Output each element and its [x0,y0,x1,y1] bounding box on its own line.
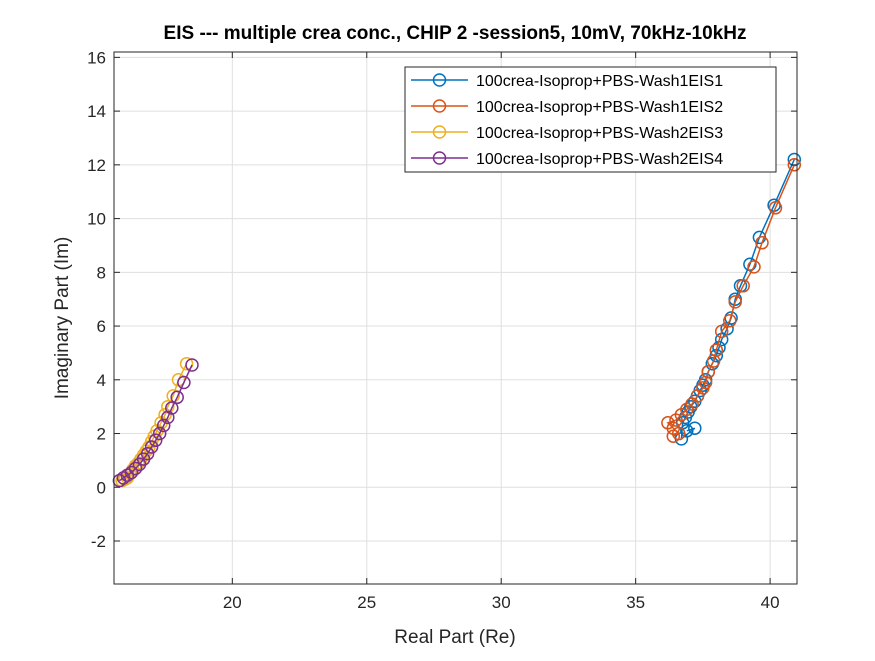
data-point [185,358,199,372]
y-tick-label: 14 [87,102,106,121]
data-point [177,375,191,390]
y-tick-label: 6 [97,317,106,336]
axis-ticks: 20 25 30 35 40 -2 0 2 4 6 8 10 12 14 16 [87,48,797,612]
y-tick-label: 2 [97,425,106,444]
data-point [723,313,737,328]
plot-frame [113,51,798,585]
chart-title: EIS --- multiple crea conc., CHIP 2 -ses… [164,23,747,44]
legend-marker [432,99,447,113]
data-point [714,324,729,339]
data-point [156,418,171,433]
data-point [680,424,694,438]
y-tick-label: -2 [91,532,106,551]
legend-label: 100crea-Isoprop+PBS-Wash2EIS4 [476,151,723,168]
legend: 100crea-Isoprop+PBS-Wash1EIS1 100crea-Iso… [404,66,777,173]
y-axis-label: Imaginary Part (Im) [52,237,73,400]
legend-item: 100crea-Isoprop+PBS-Wash2EIS4 [411,151,723,168]
data-point [688,421,702,435]
y-tick-label: 8 [97,263,106,282]
data-point [170,390,184,405]
y-tick-label: 0 [97,478,106,497]
data-point [128,461,143,476]
data-point [148,433,163,448]
data-point [706,354,721,368]
legend-label: 100crea-Isoprop+PBS-Wash1EIS1 [476,73,723,90]
data-point [666,429,681,443]
legend-box [404,66,777,173]
x-tick-label: 35 [626,593,645,612]
series-line [118,364,193,482]
legend-items: 100crea-Isoprop+PBS-Wash1EIS1 100crea-Iso… [411,73,723,168]
data-point [747,260,761,274]
data-point [179,356,194,371]
data-point [116,471,131,485]
data-point [144,440,159,454]
x-tick-label: 20 [223,593,242,612]
legend-item: 100crea-Isoprop+PBS-Wash2EIS3 [411,125,723,142]
y-tick-label: 4 [97,371,106,390]
legend-label: 100crea-Isoprop+PBS-Wash1EIS2 [476,99,723,116]
x-axis-label: Real Part (Re) [394,627,515,648]
legend-item: 100crea-Isoprop+PBS-Wash1EIS2 [411,99,723,116]
y-tick-label: 16 [87,48,106,67]
data-point [787,158,802,172]
legend-marker [432,73,447,87]
data-point [768,201,783,215]
legend-marker [432,125,447,139]
data-point [755,236,769,250]
data-point [152,426,167,441]
legend-label: 100crea-Isoprop+PBS-Wash2EIS3 [476,125,723,142]
data-point [669,413,683,427]
series-4 [112,358,199,488]
data-point [728,295,742,309]
x-tick-label: 40 [761,593,780,612]
data-point [736,279,750,293]
data-point [112,473,127,488]
data-point [132,457,147,472]
legend-marker [432,151,447,165]
y-tick-label: 12 [87,156,106,175]
x-tick-label: 25 [357,593,376,612]
data-point [161,410,175,425]
data-series [112,152,802,488]
y-tick-label: 10 [87,210,106,229]
data-point [165,401,179,415]
legend-item: 100crea-Isoprop+PBS-Wash1EIS1 [411,73,723,90]
series-2 [661,158,802,443]
x-tick-label: 30 [492,593,511,612]
